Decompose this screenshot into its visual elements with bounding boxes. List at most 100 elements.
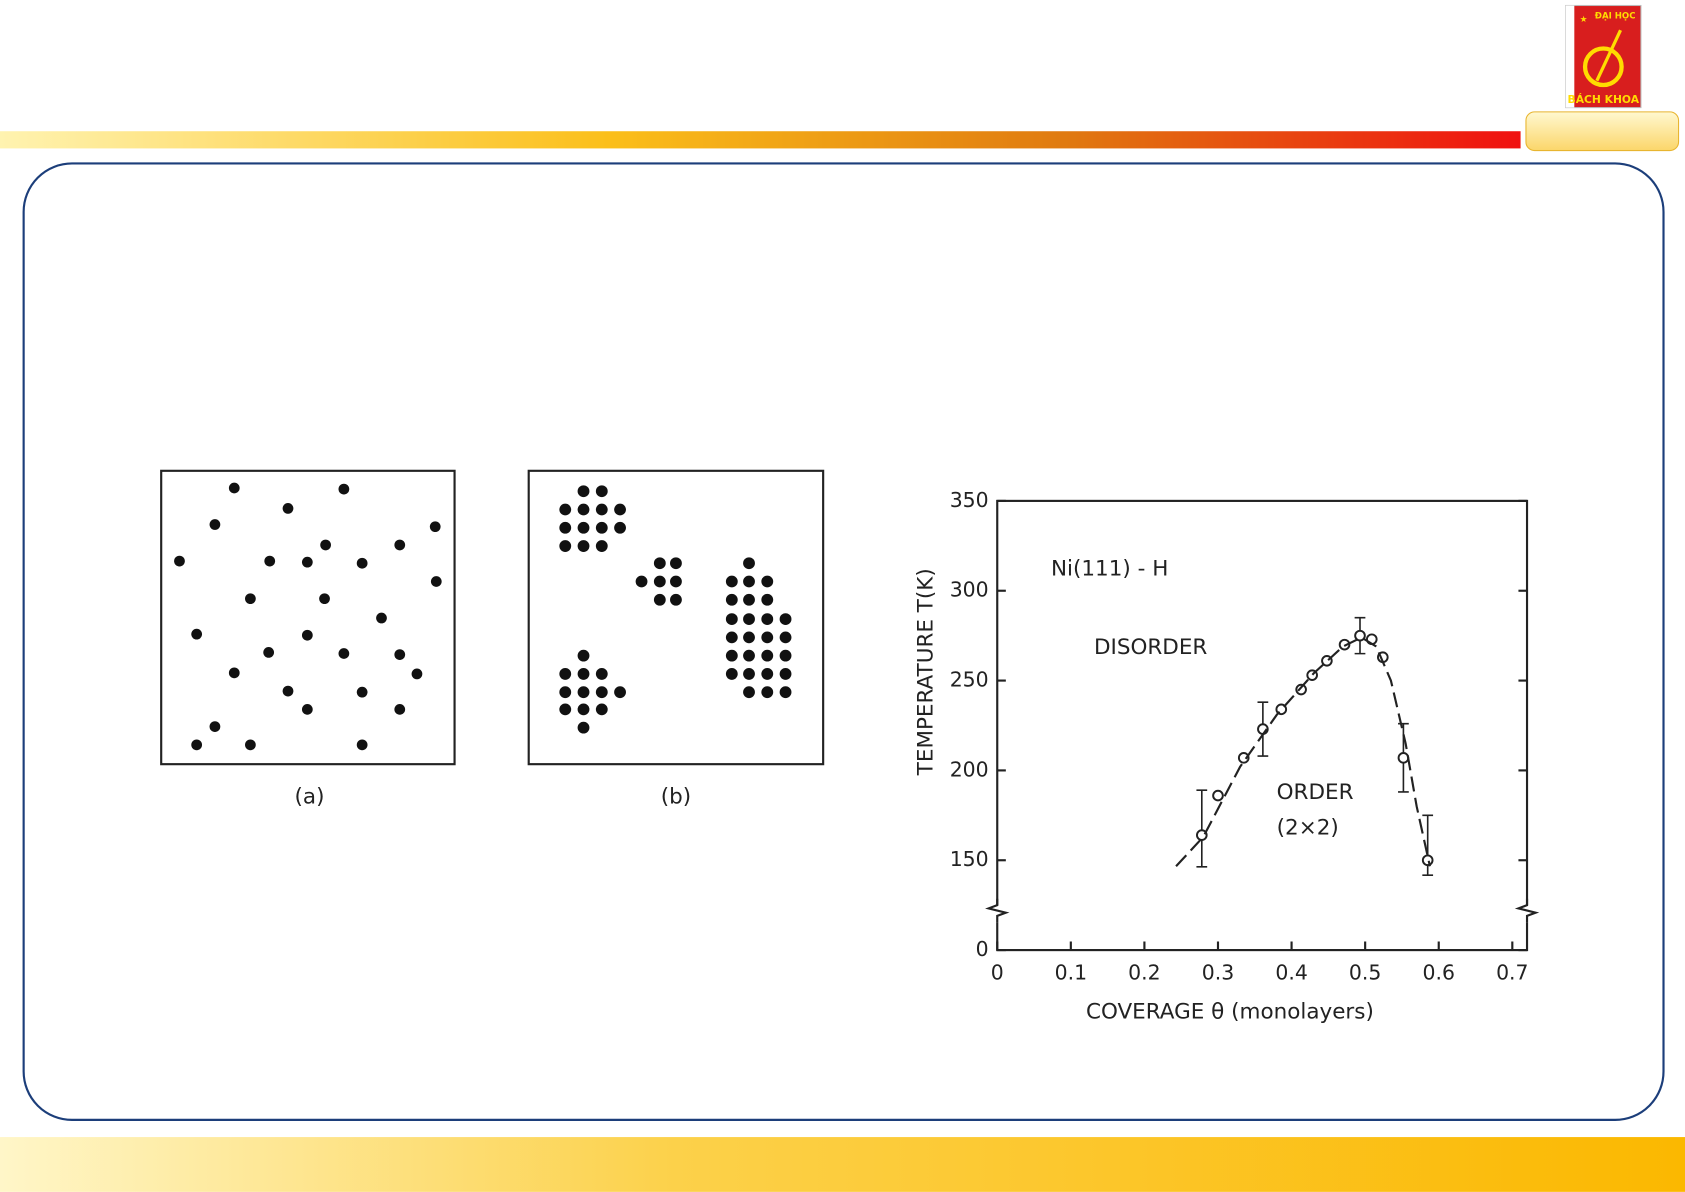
y-tick-label: 150 <box>950 847 989 871</box>
dot <box>430 576 442 587</box>
dot <box>228 667 240 679</box>
dot <box>394 539 406 551</box>
dot <box>595 686 608 699</box>
axis-break-gap <box>994 905 1001 923</box>
dot <box>779 649 792 662</box>
dot <box>779 613 792 626</box>
dot <box>614 503 626 516</box>
panel-b <box>527 469 825 766</box>
dot <box>559 521 572 534</box>
y-tick-label: 250 <box>950 668 989 692</box>
dot <box>577 503 590 516</box>
dot <box>209 721 221 732</box>
logo-star: ★ <box>1580 15 1588 25</box>
dot <box>670 593 682 606</box>
axis-break <box>985 898 1010 923</box>
dot <box>761 575 774 588</box>
data-point <box>1397 752 1410 764</box>
dot <box>595 521 608 534</box>
dot <box>743 686 755 699</box>
data-point <box>1212 789 1224 802</box>
dot <box>577 540 590 552</box>
dot <box>614 686 626 699</box>
dot <box>577 686 590 699</box>
y-tick-label: 350 <box>950 488 989 512</box>
dot <box>301 703 313 715</box>
annotation: DISORDER <box>1094 635 1207 660</box>
dot <box>761 686 774 699</box>
data-point <box>1237 752 1250 764</box>
dot <box>595 540 608 552</box>
dot <box>338 483 350 495</box>
dot <box>761 649 774 662</box>
header-bar <box>0 131 1521 149</box>
dot <box>595 703 608 716</box>
dot <box>559 686 572 699</box>
footer-bar <box>0 1137 1685 1192</box>
dot <box>614 521 626 534</box>
dot <box>174 555 185 567</box>
logo: ★ ĐẠI HỌC BÁCH KHOA <box>1565 4 1642 109</box>
dot <box>411 668 423 680</box>
dot <box>577 485 590 498</box>
x-tick-label: 0.2 <box>1128 961 1160 985</box>
dot <box>282 685 294 697</box>
dot <box>228 482 240 494</box>
dot <box>356 686 368 698</box>
dot <box>761 631 774 644</box>
annotation: ORDER <box>1277 780 1354 805</box>
dot <box>263 647 275 658</box>
x-tick-label: 0.4 <box>1275 961 1307 985</box>
dot <box>779 686 792 699</box>
dot <box>209 519 221 530</box>
dot <box>394 703 406 715</box>
dot <box>191 628 203 640</box>
error-bar <box>1196 789 1208 868</box>
dot <box>725 613 738 626</box>
dot <box>595 485 608 498</box>
axis-break <box>1514 898 1540 923</box>
data-point <box>1295 683 1307 696</box>
dot <box>595 503 608 516</box>
error-bar <box>1422 814 1434 877</box>
figure-label: (b) <box>661 784 691 809</box>
logo-bottom: BÁCH KHOA <box>1568 93 1640 106</box>
figure-label: (a) <box>295 784 325 809</box>
chart: 0 0.1 0.2 0.3 0.4 0.5 0.6 0.7 0 150 200 250 300 350 CO… <box>913 488 1540 1024</box>
dot <box>779 631 792 644</box>
dot <box>245 593 256 605</box>
dot <box>725 649 738 662</box>
dot <box>301 629 313 641</box>
x-tick-label: 0.5 <box>1349 961 1381 985</box>
dot <box>282 503 294 514</box>
dot <box>559 503 572 516</box>
dot <box>725 631 738 644</box>
content-panel <box>22 162 1665 1121</box>
dot <box>301 556 313 568</box>
x-tick-label: 0 <box>991 961 1004 985</box>
dot <box>779 667 792 680</box>
phase-boundary <box>1175 636 1431 867</box>
y-axis-label: TEMPERATURE T(K) <box>913 568 938 776</box>
dot <box>264 555 276 567</box>
dot <box>653 593 666 606</box>
x-axis-label: COVERAGE θ (monolayers) <box>1086 999 1374 1024</box>
dot <box>761 593 774 606</box>
dot <box>191 739 203 751</box>
y-tick-label: 200 <box>950 757 989 781</box>
dot <box>670 575 682 588</box>
dot <box>743 593 755 606</box>
dot <box>725 593 738 606</box>
dot <box>743 649 755 662</box>
dot <box>653 557 666 570</box>
dot <box>577 667 590 680</box>
dot <box>356 739 368 751</box>
header-tab <box>1525 111 1680 152</box>
dot <box>761 613 774 626</box>
data-point <box>1421 854 1434 867</box>
dot <box>577 721 590 734</box>
x-tick-label: 0.1 <box>1055 961 1087 985</box>
dot <box>761 667 774 680</box>
data-point <box>1354 629 1366 642</box>
